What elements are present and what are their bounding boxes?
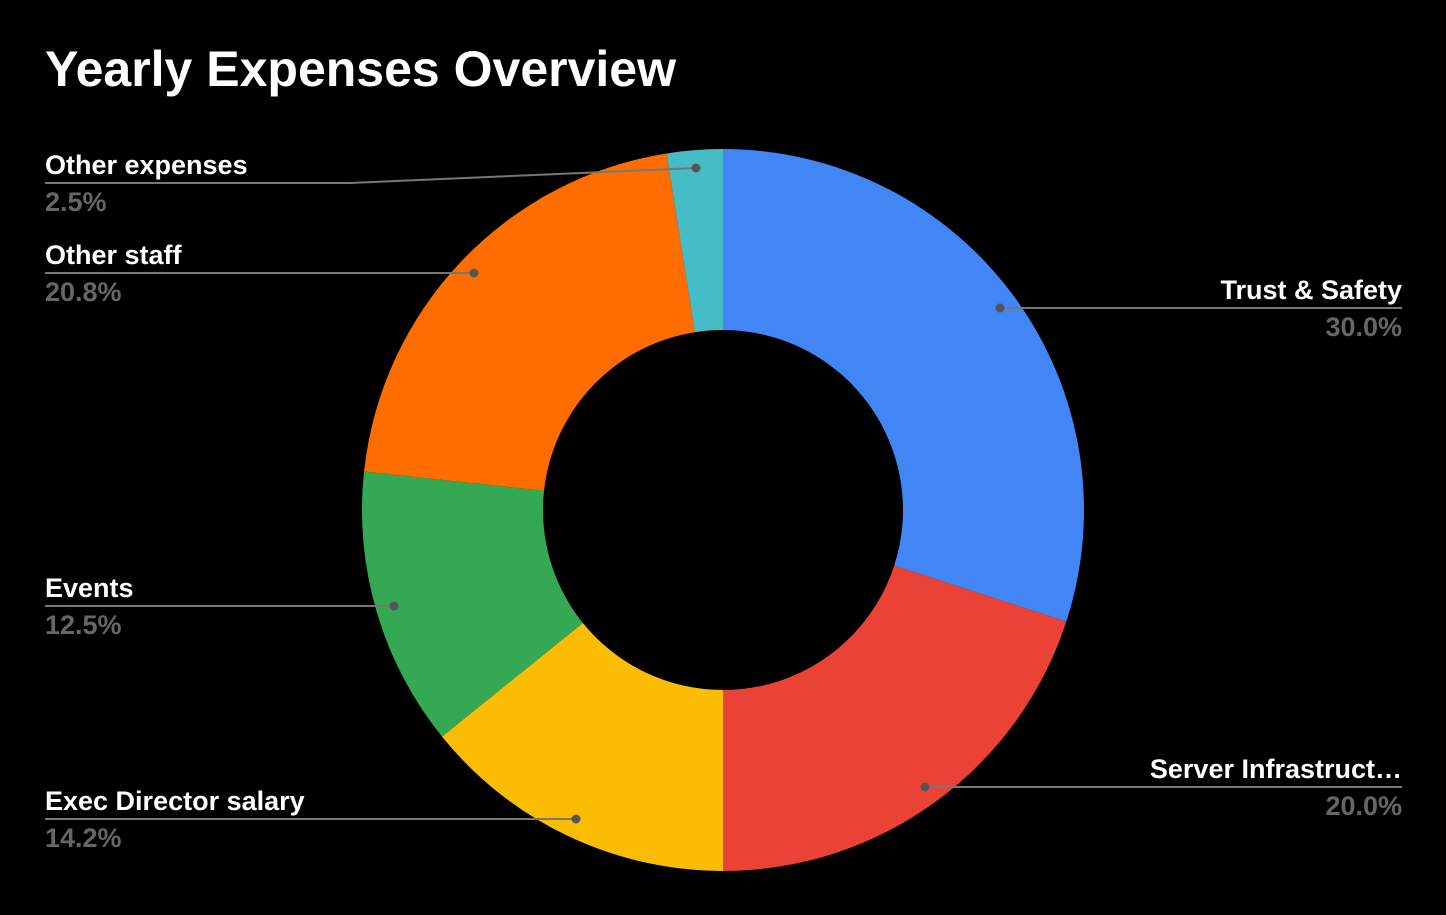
slice-label-other-staff: Other staff xyxy=(45,240,183,270)
leader-dot-other-expenses xyxy=(691,163,701,173)
leader-dot-server-infrastruct xyxy=(920,782,930,792)
slice-label-other-expenses: Other expenses xyxy=(45,150,248,180)
slice-percent-other-staff: 20.8% xyxy=(45,277,122,307)
slice-label-exec-director-salary: Exec Director salary xyxy=(45,786,305,816)
leader-dot-other-staff xyxy=(469,268,479,278)
slice-percent-exec-director-salary: 14.2% xyxy=(45,823,122,853)
slice-label-trust-safety: Trust & Safety xyxy=(1220,275,1402,305)
leader-dot-events xyxy=(389,601,399,611)
slice-label-server-infrastruct: Server Infrastruct… xyxy=(1150,754,1402,784)
chart-title: Yearly Expenses Overview xyxy=(45,41,676,97)
leader-line-other-expenses xyxy=(45,167,697,184)
slice-percent-events: 12.5% xyxy=(45,610,122,640)
leader-dot-exec-director-salary xyxy=(571,814,581,824)
slice-label-events: Events xyxy=(45,573,134,603)
slice-other-staff[interactable] xyxy=(364,153,695,491)
slice-server-infrastruct[interactable] xyxy=(723,565,1067,871)
slice-exec-director-salary[interactable] xyxy=(441,622,723,871)
slice-trust-safety[interactable] xyxy=(723,149,1084,622)
slice-percent-trust-safety: 30.0% xyxy=(1325,312,1402,342)
slice-events[interactable] xyxy=(361,471,583,737)
slice-other-expenses[interactable] xyxy=(666,149,723,333)
leader-dot-trust-safety xyxy=(995,303,1005,313)
slice-percent-other-expenses: 2.5% xyxy=(45,187,107,217)
slice-percent-server-infrastruct: 20.0% xyxy=(1325,791,1402,821)
